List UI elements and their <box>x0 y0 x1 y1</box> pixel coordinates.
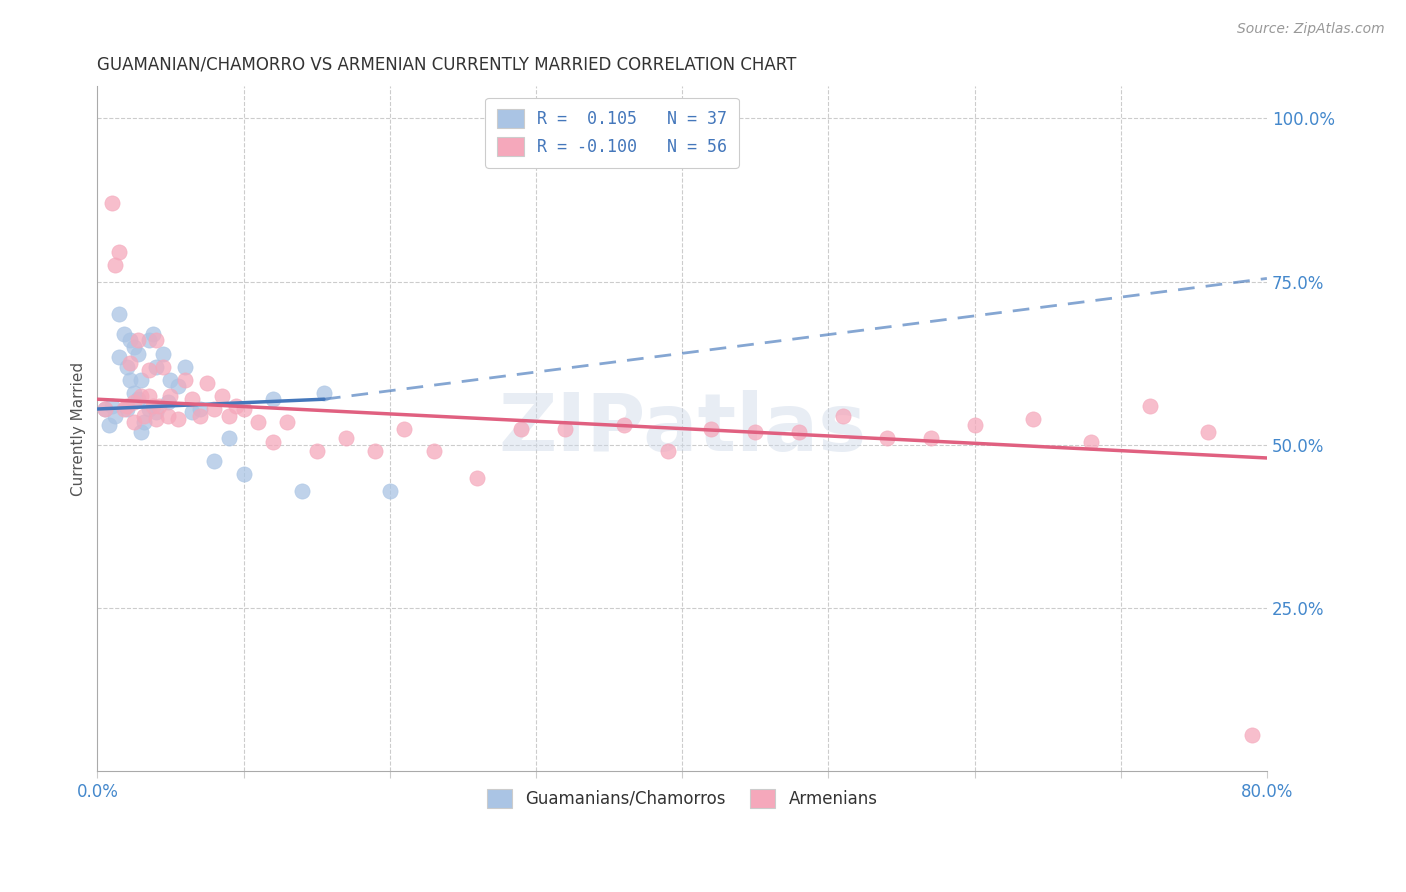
Point <box>920 431 942 445</box>
Point <box>963 418 986 433</box>
Point <box>832 409 855 423</box>
Point <box>122 415 145 429</box>
Point <box>122 340 145 354</box>
Point <box>276 415 298 429</box>
Point <box>118 373 141 387</box>
Point <box>104 258 127 272</box>
Point <box>101 196 124 211</box>
Point <box>93 402 115 417</box>
Point <box>148 399 170 413</box>
Point <box>138 402 160 417</box>
Point <box>467 470 489 484</box>
Text: GUAMANIAN/CHAMORRO VS ARMENIAN CURRENTLY MARRIED CORRELATION CHART: GUAMANIAN/CHAMORRO VS ARMENIAN CURRENTLY… <box>97 55 797 73</box>
Point <box>218 409 240 423</box>
Point <box>262 392 284 407</box>
Point <box>159 389 181 403</box>
Point <box>335 431 357 445</box>
Point <box>129 389 152 403</box>
Point <box>262 434 284 449</box>
Point <box>93 402 115 417</box>
Point <box>145 334 167 348</box>
Point <box>98 418 121 433</box>
Point <box>127 346 149 360</box>
Point <box>127 392 149 407</box>
Point <box>108 307 131 321</box>
Point <box>232 467 254 482</box>
Point <box>145 412 167 426</box>
Point <box>232 402 254 417</box>
Point <box>166 379 188 393</box>
Point <box>657 444 679 458</box>
Point <box>138 389 160 403</box>
Point <box>134 415 156 429</box>
Point <box>195 376 218 390</box>
Point <box>115 402 138 417</box>
Point <box>291 483 314 498</box>
Point <box>166 412 188 426</box>
Point <box>138 363 160 377</box>
Point <box>247 415 270 429</box>
Point <box>174 359 197 374</box>
Point <box>112 402 135 417</box>
Point <box>188 409 211 423</box>
Point <box>129 373 152 387</box>
Text: ZIPatlas: ZIPatlas <box>498 390 866 467</box>
Point <box>225 399 247 413</box>
Point <box>876 431 898 445</box>
Point <box>218 431 240 445</box>
Y-axis label: Currently Married: Currently Married <box>72 361 86 496</box>
Point <box>122 395 145 409</box>
Point <box>188 402 211 417</box>
Point <box>305 444 328 458</box>
Point <box>142 399 165 413</box>
Point <box>700 421 723 435</box>
Point <box>127 334 149 348</box>
Point <box>744 425 766 439</box>
Point <box>211 389 233 403</box>
Point <box>138 334 160 348</box>
Point <box>142 326 165 341</box>
Point <box>1197 425 1219 439</box>
Point <box>104 409 127 423</box>
Point <box>613 418 636 433</box>
Point <box>115 399 138 413</box>
Point <box>312 385 335 400</box>
Point <box>115 359 138 374</box>
Point <box>1139 399 1161 413</box>
Point <box>108 245 131 260</box>
Point <box>122 385 145 400</box>
Point <box>118 334 141 348</box>
Point <box>202 402 225 417</box>
Point <box>101 399 124 413</box>
Point <box>787 425 810 439</box>
Point <box>152 346 174 360</box>
Point <box>554 421 576 435</box>
Point <box>129 425 152 439</box>
Point <box>174 373 197 387</box>
Point <box>156 395 179 409</box>
Point <box>364 444 387 458</box>
Legend: Guamanians/Chamorros, Armenians: Guamanians/Chamorros, Armenians <box>479 782 884 814</box>
Point <box>145 405 167 419</box>
Point <box>1022 412 1045 426</box>
Point <box>422 444 444 458</box>
Point <box>181 405 204 419</box>
Point <box>145 359 167 374</box>
Point <box>159 373 181 387</box>
Point <box>152 359 174 374</box>
Point <box>181 392 204 407</box>
Point <box>112 326 135 341</box>
Point <box>510 421 533 435</box>
Point <box>378 483 401 498</box>
Text: Source: ZipAtlas.com: Source: ZipAtlas.com <box>1237 22 1385 37</box>
Point <box>202 454 225 468</box>
Point <box>1080 434 1102 449</box>
Point <box>108 350 131 364</box>
Point <box>156 409 179 423</box>
Point <box>394 421 416 435</box>
Point <box>1241 729 1264 743</box>
Point <box>134 409 156 423</box>
Point <box>118 356 141 370</box>
